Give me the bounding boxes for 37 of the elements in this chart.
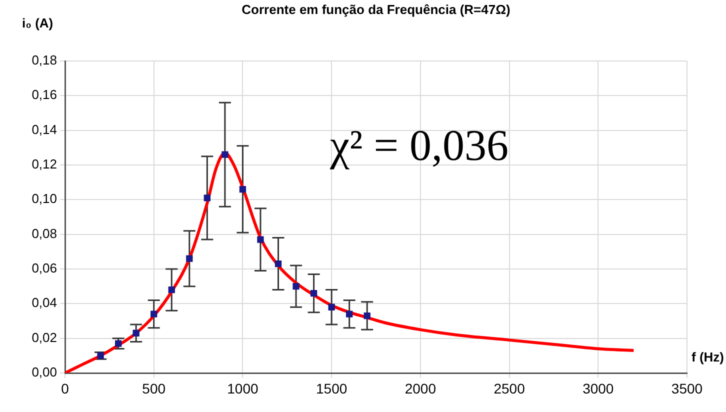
point [150, 310, 158, 318]
point [222, 151, 228, 158]
y-tick-label: 0,02 [32, 330, 57, 345]
x-tick-label: 1000 [227, 380, 258, 396]
point [346, 310, 353, 318]
point [97, 352, 104, 359]
x-tick-label: 3500 [671, 380, 703, 396]
x-tick-label: 1500 [316, 380, 348, 396]
y-tick-label: 0,10 [32, 191, 57, 206]
y-tick-label: 0,04 [32, 295, 57, 310]
x-tick-label: 0 [61, 380, 70, 396]
x-tick-label: 2500 [494, 380, 526, 396]
y-axis-title: i₀ (A) [22, 16, 54, 31]
y-tick-label: 0,08 [32, 226, 57, 241]
point [292, 283, 300, 290]
y-tick-label: 0,00 [32, 364, 57, 380]
x-tick-label: 500 [142, 380, 166, 396]
y-tick-label: 0,06 [32, 260, 57, 276]
chart-title: Corrente em função da Frequência (R=47Ω) [242, 2, 510, 18]
point [168, 286, 175, 294]
point [239, 186, 246, 193]
x-tick-label: 2000 [404, 380, 436, 396]
x-axis-title: f (Hz) [692, 350, 724, 365]
y-tick-label: 0,16 [32, 87, 57, 102]
y-tick-label: 0,18 [32, 52, 57, 68]
point [364, 312, 370, 320]
point [310, 290, 318, 297]
annotation: χ² = 0,036 [329, 121, 509, 170]
point [274, 260, 282, 268]
point [257, 236, 264, 243]
y-tick-label: 0,14 [32, 122, 57, 137]
point [186, 255, 193, 262]
point [204, 194, 210, 202]
point [328, 304, 335, 310]
y-tick-label: 0,12 [32, 156, 57, 172]
x-tick-label: 3000 [582, 380, 614, 396]
point [132, 330, 140, 336]
